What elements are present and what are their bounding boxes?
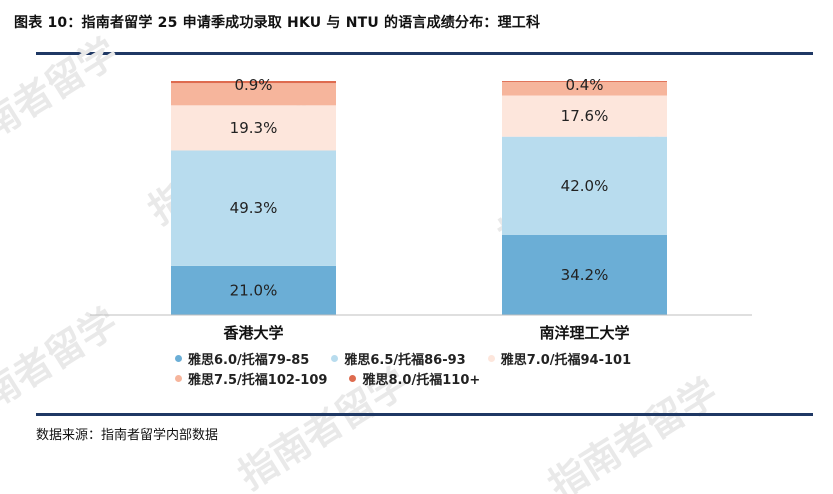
bar-segment (502, 81, 667, 96)
bar-segment (171, 265, 336, 315)
legend-item: 雅思7.0/托福94-101 (487, 349, 632, 368)
bar-segment (502, 95, 667, 137)
bar-segment (171, 105, 336, 151)
legend-swatch (349, 375, 357, 382)
bar-segment (502, 81, 667, 82)
data-label: 19.3% (230, 119, 278, 137)
watermark: 指南者留学 (541, 370, 725, 494)
legend-label: 雅思8.0/托福110+ (362, 373, 481, 388)
legend-swatch (331, 355, 339, 362)
data-label: 34.2% (561, 266, 609, 284)
title-rule (36, 52, 813, 55)
data-label: 0.4% (565, 76, 603, 94)
watermark: 指南者留学 (0, 30, 125, 168)
legend-swatch (175, 355, 182, 362)
legend-label: 雅思6.0/托福79-85 (188, 353, 310, 368)
source-note: 数据来源：指南者留学内部数据 (36, 428, 219, 443)
bar-segment (171, 81, 336, 84)
legend-item: 雅思6.0/托福79-85 (175, 349, 309, 368)
bar-segment (171, 150, 336, 266)
legend-item: 雅思7.5/托福102-109 (175, 369, 327, 388)
figure-title: 图表 10：指南者留学 25 申请季成功录取 HKU 与 NTU 的语言成绩分布… (14, 15, 541, 31)
legend-label: 雅思7.5/托福102-109 (188, 373, 328, 388)
bar-segment (502, 136, 667, 235)
legend-item: 雅思8.0/托福110+ (349, 369, 480, 388)
watermark: 指南者留学 (0, 300, 125, 438)
legend-item: 雅思6.5/托福86-93 (331, 349, 466, 368)
category-label: 南洋理工大学 (539, 324, 629, 342)
source-rule (36, 413, 813, 416)
bar-segment (502, 234, 667, 315)
legend-label: 雅思7.0/托福94-101 (500, 353, 632, 368)
data-label: 21.0% (230, 281, 278, 299)
legend-label: 雅思6.5/托福86-93 (344, 353, 466, 368)
category-label: 香港大学 (223, 324, 283, 342)
data-label: 17.6% (561, 107, 609, 125)
bar-segment (171, 83, 336, 106)
data-label: 49.3% (230, 199, 278, 217)
chart-legend: 雅思6.0/托福79-85 雅思6.5/托福86-93 雅思7.0/托福94-101… (175, 349, 695, 388)
data-label: 42.0% (561, 177, 609, 195)
legend-swatch (175, 375, 182, 382)
data-label: 0.9% (234, 76, 272, 94)
legend-swatch (487, 355, 495, 362)
